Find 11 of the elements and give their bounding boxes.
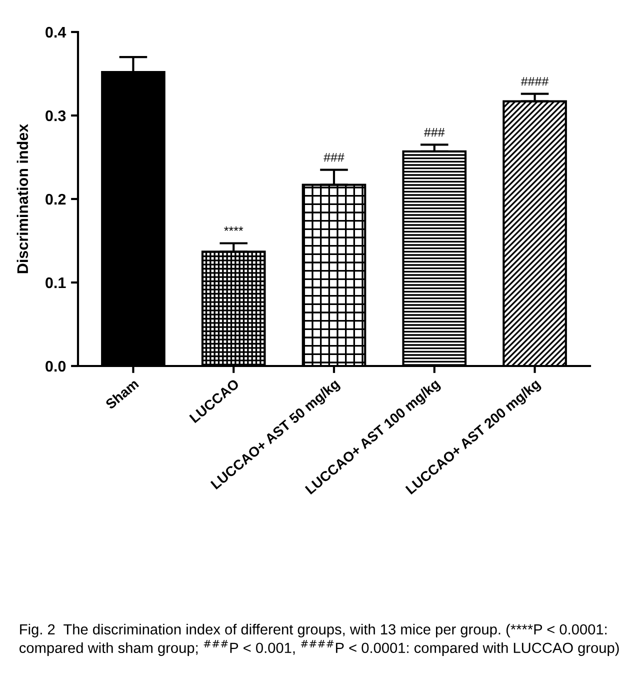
y-tick-label: 0.0 [46, 360, 66, 372]
annotation: **** [224, 226, 244, 231]
annotation: ### [324, 153, 344, 162]
y-tick-label: 0.4 [46, 26, 66, 38]
y-tick-label: 0.2 [46, 194, 66, 205]
y-tick-label: 0.1 [46, 277, 66, 288]
annotation: ### [424, 128, 445, 137]
caption: Fig. 2 The discrimination index of different groups, with 13 mice per group. (****P < 0.0001: compared with sham group; $^{###}$P < 0.001, $^{####}$P < 0.0001: compared with LUCCAO group) [20, 624, 619, 656]
annotation: #### [520, 77, 549, 86]
y-tick-label: 0.3 [46, 110, 66, 122]
y-axis-title: Discrimination index [16, 124, 28, 274]
